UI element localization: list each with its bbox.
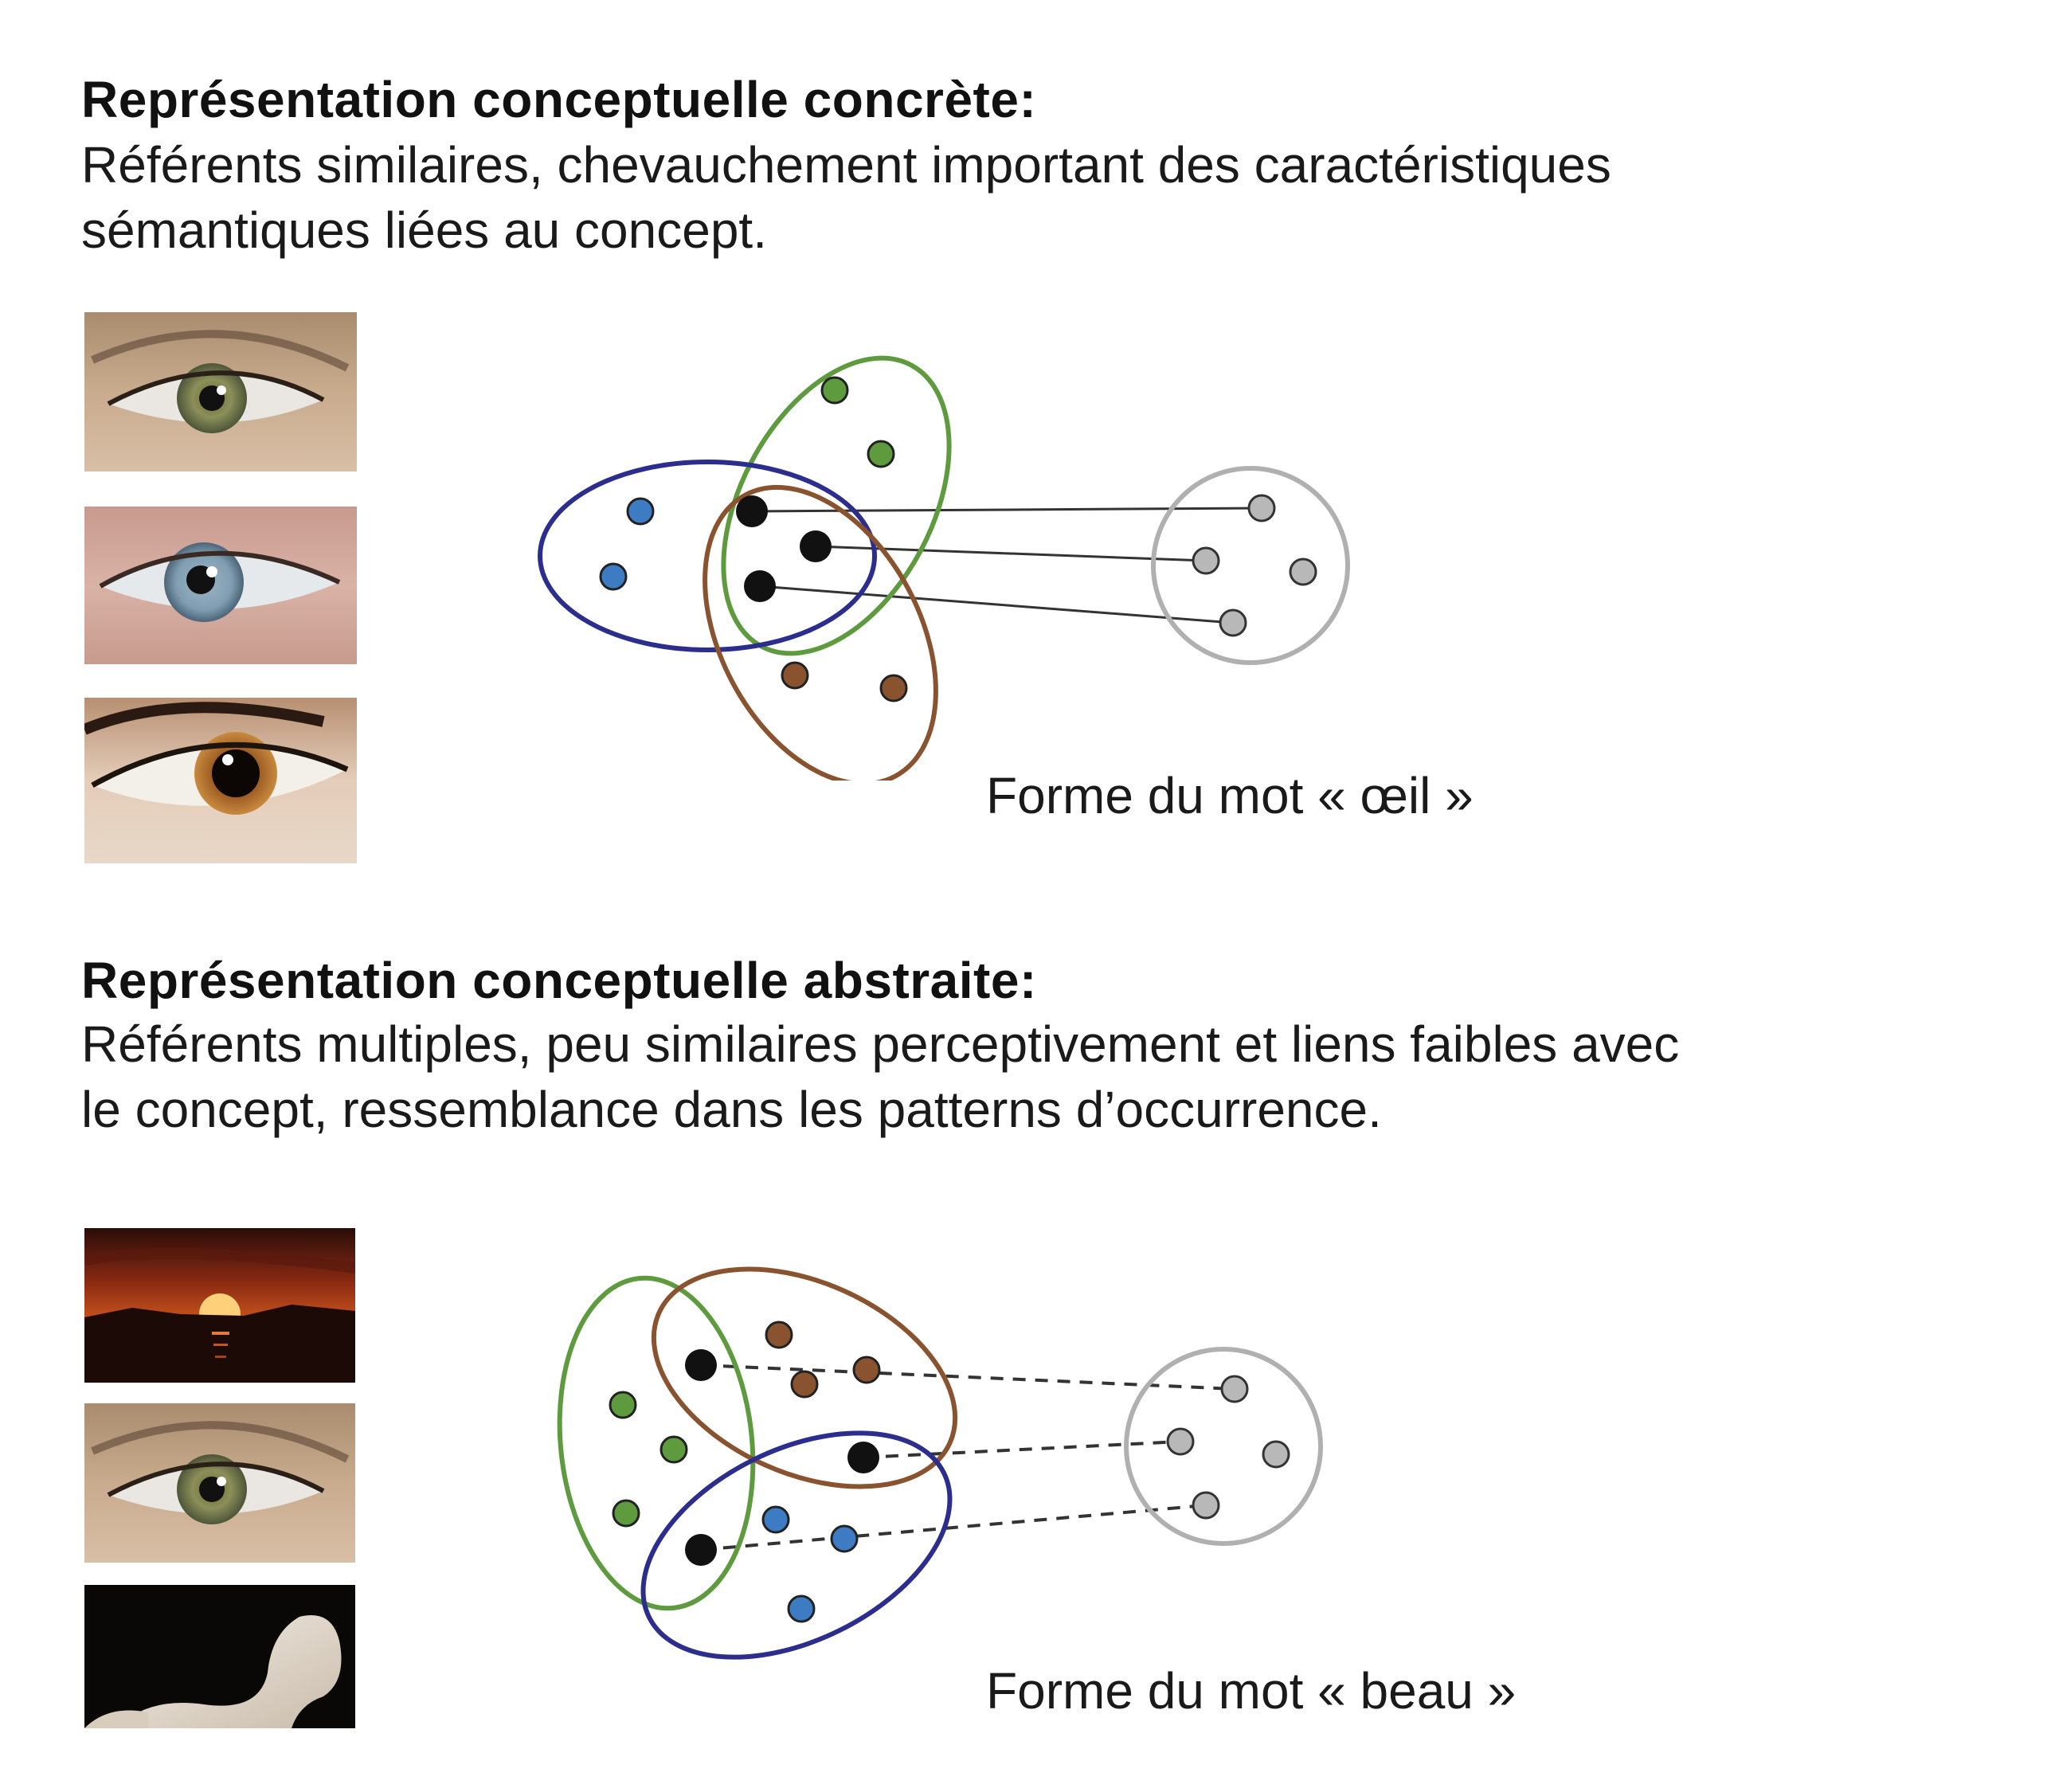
black-dot: [736, 495, 768, 527]
concrete-caption: Forme du mot « œil »: [986, 767, 1474, 824]
green-dot: [820, 376, 849, 405]
blue-dot: [761, 1505, 790, 1534]
gray-dot: [1262, 1440, 1290, 1469]
concrete-description-line-1: Référents similaires, chevauchement impo…: [81, 136, 1611, 194]
blue-dot: [830, 1524, 859, 1553]
eye-brown-image: [84, 698, 357, 863]
black-dot: [847, 1442, 879, 1473]
gray-dot: [1192, 546, 1220, 575]
abstract-description-line-1: Référents multiples, peu similaires perc…: [81, 1015, 1680, 1073]
abstract-heading: Représentation conceptuelle abstraite:: [81, 952, 1037, 1009]
gray-circle: [1124, 1347, 1323, 1546]
blue-dot: [787, 1594, 816, 1623]
green-dot: [609, 1391, 637, 1419]
gray-dot: [1247, 494, 1276, 522]
gray-circle: [1151, 466, 1350, 665]
sculpture-image: [84, 1585, 355, 1728]
gray-dot: [1220, 1375, 1249, 1403]
gray-dot: [1289, 558, 1317, 586]
gray-dot: [1192, 1491, 1220, 1520]
green-ellipse: [557, 1275, 756, 1611]
abstract-link-2: [863, 1440, 1181, 1459]
brown-dot: [765, 1321, 793, 1349]
concrete-description-line-2: sémantiques liées au concept.: [81, 202, 767, 259]
blue-dot: [599, 562, 628, 591]
brown-dot: [852, 1356, 881, 1384]
eye-green-image: [84, 312, 357, 471]
sunset-image: [84, 1228, 355, 1383]
abstract-description-line-2: le concept, ressemblance dans les patter…: [81, 1081, 1382, 1138]
abstract-diagram: [557, 1266, 1323, 1660]
green-dot: [867, 440, 895, 468]
brown-dot: [790, 1370, 819, 1399]
brown-ellipse: [651, 1266, 958, 1489]
brown-dot: [781, 661, 809, 690]
brown-dot: [879, 674, 908, 702]
blue-dot: [626, 497, 655, 526]
gray-dot: [1166, 1427, 1195, 1456]
blue-ellipse: [640, 1430, 953, 1660]
gray-dot: [1219, 608, 1247, 637]
abstract-description: Référents multiples, peu similaires perc…: [81, 1011, 1679, 1142]
green-dot: [612, 1499, 640, 1528]
eye-green-image-2: [84, 1403, 355, 1563]
black-dot: [685, 1349, 717, 1381]
black-dot: [800, 530, 832, 562]
abstract-caption: Forme du mot « beau »: [986, 1662, 1517, 1720]
green-dot: [660, 1435, 688, 1464]
concrete-link-3: [759, 585, 1234, 624]
eye-blue-image: [84, 507, 357, 664]
brown-ellipse: [703, 484, 938, 781]
blue-ellipse: [538, 460, 877, 652]
black-dot: [685, 1534, 717, 1566]
black-dot: [744, 570, 776, 602]
concrete-link-1: [751, 507, 1262, 513]
concrete-description: Référents similaires, chevauchement impo…: [81, 132, 1611, 263]
concrete-heading: Représentation conceptuelle concrète:: [81, 71, 1037, 128]
concrete-diagram: [538, 355, 1350, 781]
abstract-link-3: [700, 1504, 1207, 1551]
